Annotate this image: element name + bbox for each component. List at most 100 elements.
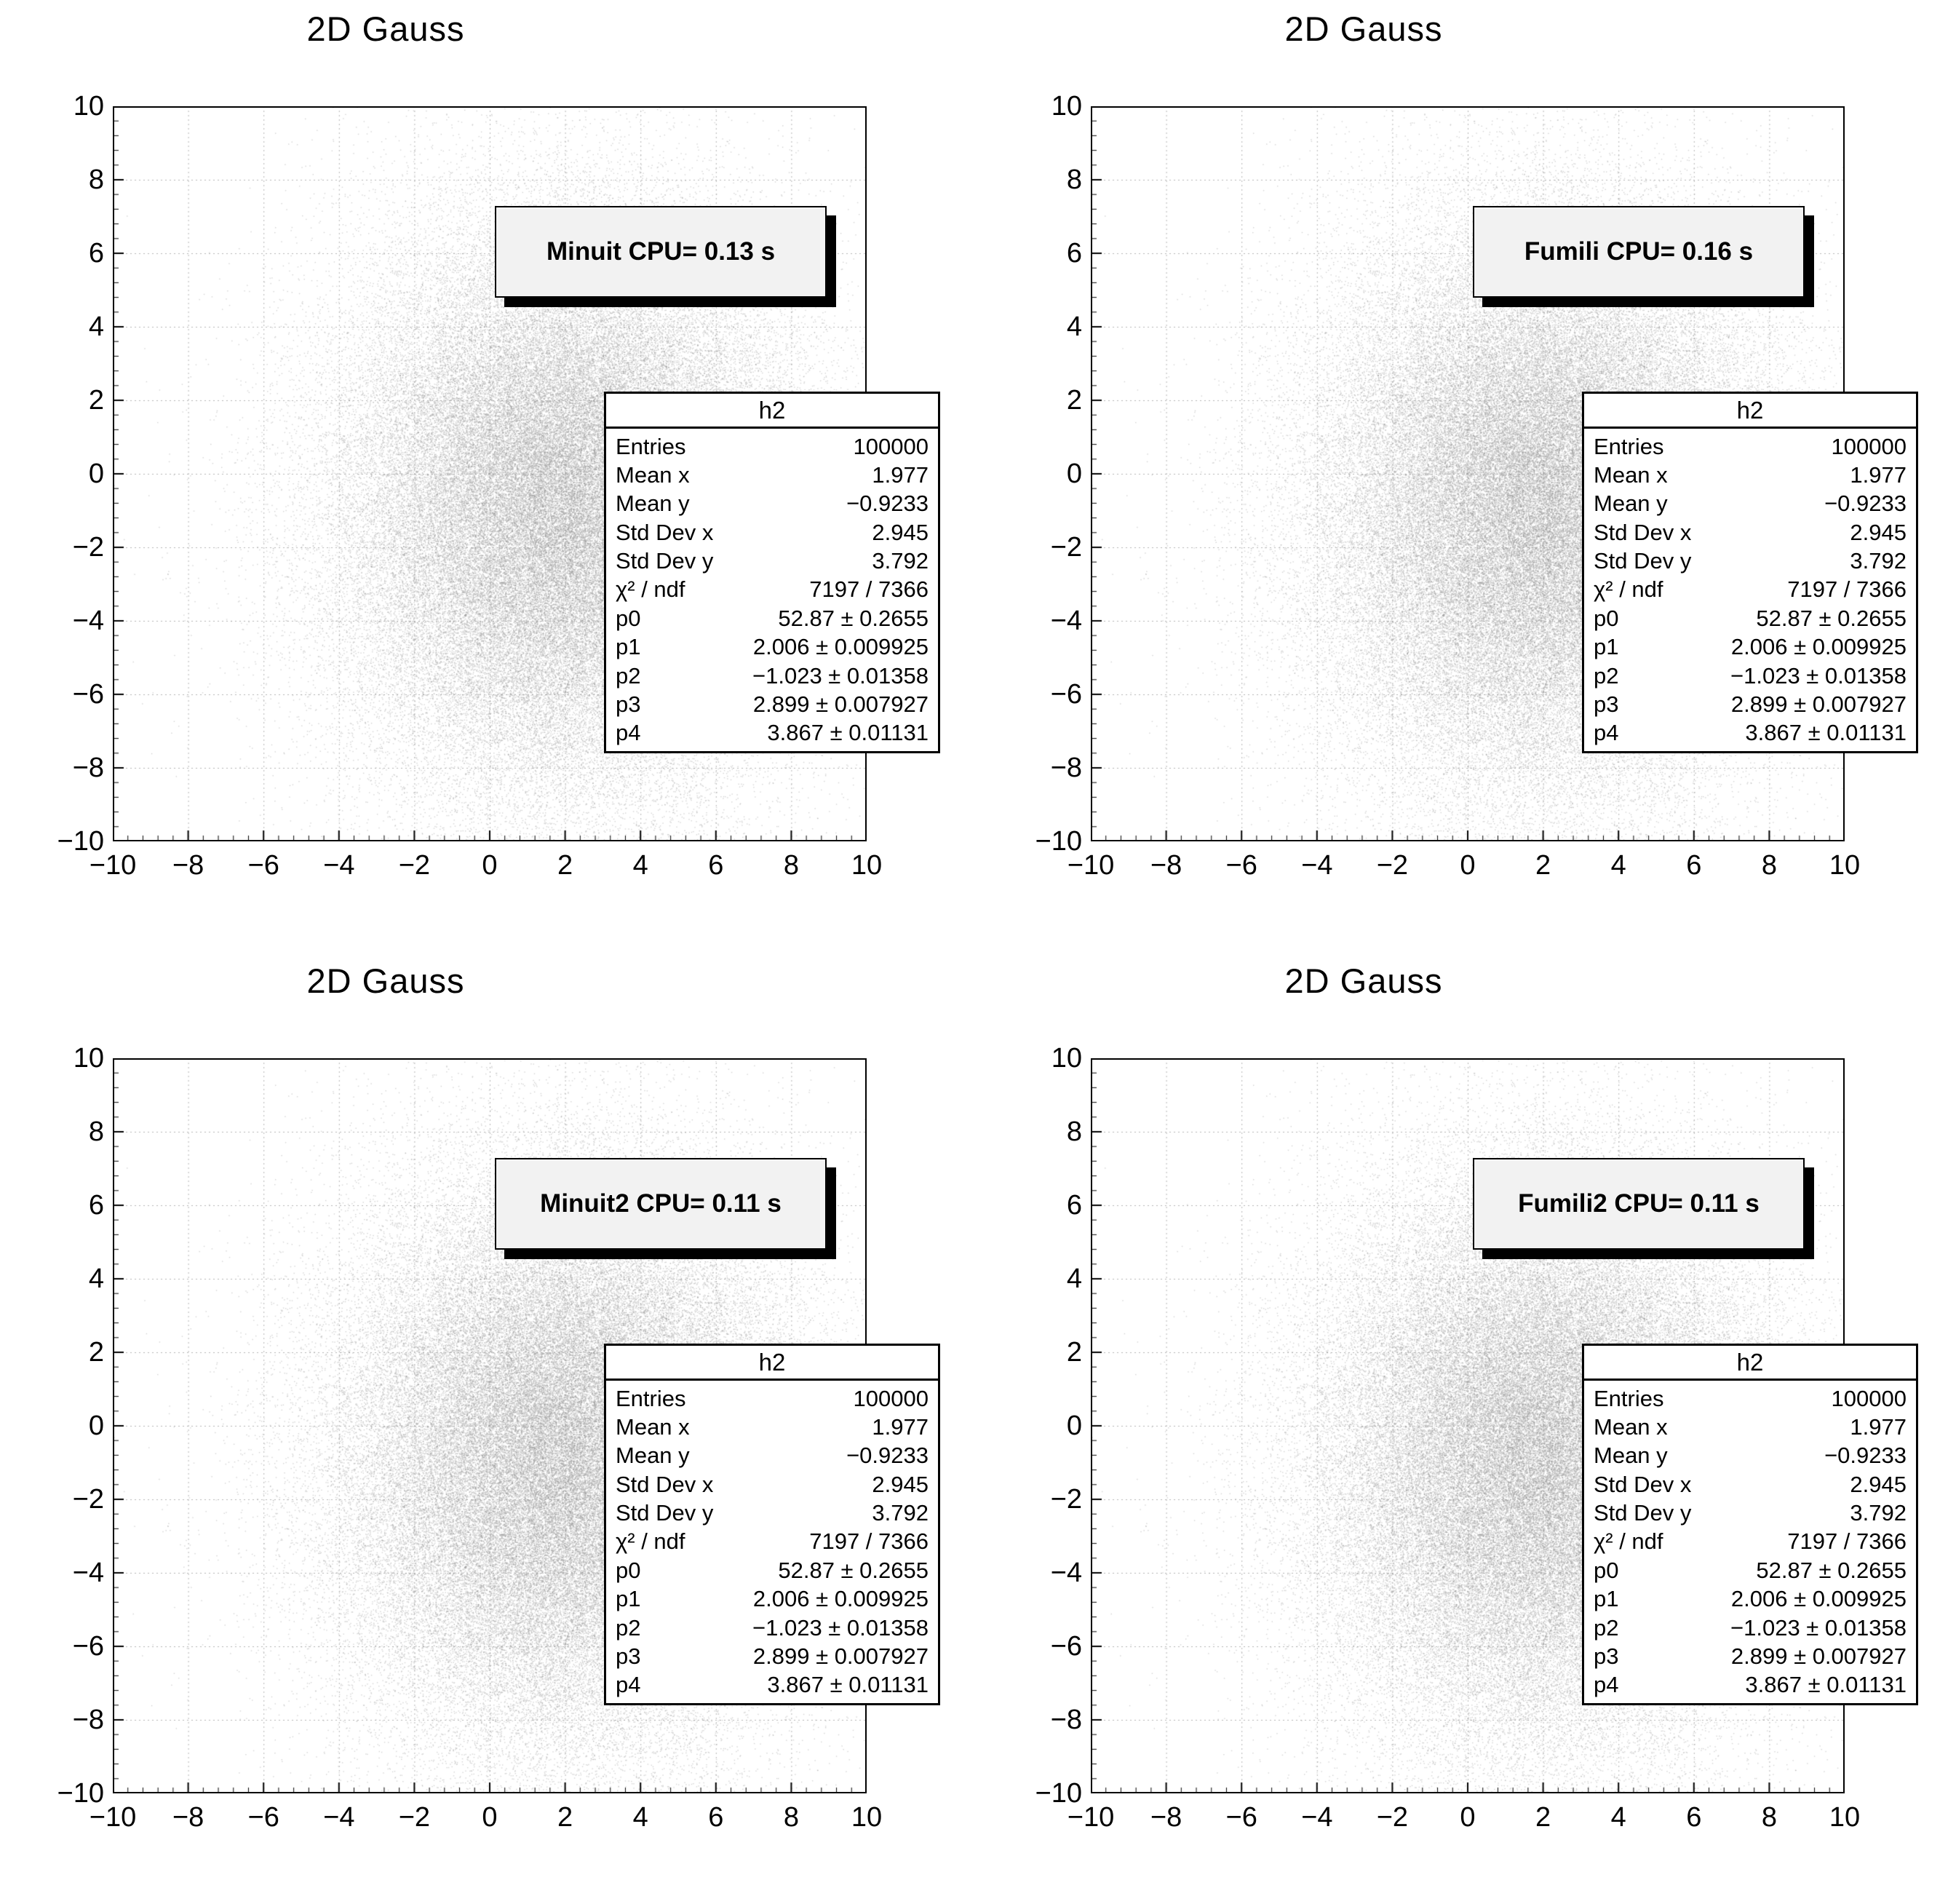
stat-label: p0	[616, 605, 641, 631]
y-tick-label: 8	[1066, 164, 1082, 195]
stat-label: p2	[616, 1614, 641, 1641]
stat-value: 7197 / 7366	[809, 576, 929, 603]
stats-row: p4 3.867 ± 0.01131	[1584, 719, 1916, 747]
stat-value: 7197 / 7366	[809, 1528, 929, 1555]
stat-value: 100000	[853, 433, 929, 459]
y-tick-label: 4	[1066, 1264, 1082, 1294]
stat-value: 100000	[853, 1385, 929, 1411]
stat-label: p0	[616, 1557, 641, 1583]
x-tick-label: 8	[1761, 850, 1777, 881]
x-tick-label: 8	[783, 850, 799, 881]
stats-rows: Entries 100000 Mean x 1.977 Mean y −0.9233 Std…	[606, 1381, 938, 1703]
stat-value: −0.9233	[846, 491, 929, 517]
stat-label: Mean x	[1594, 462, 1668, 488]
y-tick-label: 0	[1066, 459, 1082, 489]
x-tick-label: −4	[1301, 850, 1333, 881]
x-tick-label: 10	[851, 1802, 883, 1833]
stats-row: p0 52.87 ± 0.2655	[606, 604, 938, 632]
stats-box-title: h2	[1584, 394, 1916, 429]
y-tick-label: 0	[1066, 1411, 1082, 1441]
stat-label: p1	[1594, 634, 1619, 660]
x-tick-label: −8	[172, 850, 204, 881]
stat-label: χ² / ndf	[1594, 1528, 1663, 1555]
stat-label: Entries	[616, 433, 686, 459]
y-tick-label: 2	[88, 1337, 104, 1368]
y-tick-label: −4	[1050, 1558, 1082, 1588]
stat-value: 2.945	[1850, 1471, 1907, 1497]
stat-value: 2.006 ± 0.009925	[1730, 634, 1907, 660]
stat-label: χ² / ndf	[616, 576, 685, 603]
stats-row: Std Dev x 2.945	[606, 1470, 938, 1499]
plot-title: 2D Gauss	[1284, 961, 1443, 1000]
stat-value: −1.023 ± 0.01358	[752, 662, 929, 689]
stat-label: Std Dev y	[1594, 548, 1692, 574]
x-tick-label: −4	[1301, 1802, 1333, 1833]
stat-label: p2	[1594, 1614, 1619, 1641]
x-tick-label: 2	[557, 1802, 573, 1833]
stats-box: h2 Entries 100000 Mean x 1.977 Mean y −0.9233…	[604, 392, 940, 753]
fit-cpu-pave-label: Minuit CPU= 0.13 s	[495, 206, 827, 298]
stat-value: −1.023 ± 0.01358	[752, 1614, 929, 1641]
y-tick-label: −8	[72, 1705, 104, 1735]
x-tick-label: 0	[1460, 850, 1476, 881]
y-tick-label: 0	[88, 459, 104, 489]
plot-title: 2D Gauss	[306, 961, 465, 1000]
x-tick-label: 10	[1829, 1802, 1861, 1833]
stat-label: p2	[1594, 662, 1619, 689]
stat-label: p2	[616, 662, 641, 689]
stats-row: p3 2.899 ± 0.007927	[606, 690, 938, 718]
stats-rows: Entries 100000 Mean x 1.977 Mean y −0.9233 Std…	[1584, 1381, 1916, 1703]
stat-value: 3.792	[1850, 548, 1907, 574]
stat-value: 2.006 ± 0.009925	[1730, 1586, 1907, 1612]
stat-value: 2.945	[872, 1471, 929, 1497]
y-tick-label: 2	[1066, 1337, 1082, 1368]
y-tick-label: −10	[1035, 826, 1082, 857]
stats-row: p4 3.867 ± 0.01131	[1584, 1671, 1916, 1699]
stat-label: Std Dev y	[616, 1500, 714, 1526]
x-tick-label: −2	[1376, 850, 1409, 881]
stats-row: p0 52.87 ± 0.2655	[606, 1556, 938, 1584]
x-tick-label: 0	[1460, 1802, 1476, 1833]
stats-row: Entries 100000	[606, 1384, 938, 1413]
stats-box: h2 Entries 100000 Mean x 1.977 Mean y −0.9233…	[1582, 392, 1918, 753]
y-tick-label: −10	[57, 1778, 104, 1809]
stat-value: −0.9233	[1824, 491, 1907, 517]
y-tick-label: −4	[72, 1558, 104, 1588]
y-tick-label: −4	[1050, 606, 1082, 636]
y-tick-label: 2	[1066, 385, 1082, 416]
stat-value: 1.977	[1850, 1414, 1907, 1440]
x-tick-label: 4	[1610, 1802, 1626, 1833]
stat-value: 52.87 ± 0.2655	[778, 605, 929, 631]
stat-value: 7197 / 7366	[1787, 1528, 1907, 1555]
stat-value: −1.023 ± 0.01358	[1730, 662, 1907, 689]
stats-row: p3 2.899 ± 0.007927	[1584, 1642, 1916, 1670]
x-tick-label: −6	[247, 1802, 279, 1833]
x-tick-label: −2	[398, 1802, 431, 1833]
stat-value: 2.945	[872, 519, 929, 545]
stat-label: Std Dev y	[1594, 1500, 1692, 1526]
stat-value: 3.867 ± 0.01131	[767, 720, 929, 746]
fit-cpu-label-text: Fumili CPU= 0.16 s	[1524, 237, 1754, 266]
x-tick-label: −8	[1150, 850, 1182, 881]
stats-row: Std Dev x 2.945	[1584, 518, 1916, 547]
stat-label: p1	[616, 1586, 641, 1612]
stat-value: 52.87 ± 0.2655	[1756, 1557, 1907, 1583]
fit-cpu-label-text: Minuit CPU= 0.13 s	[546, 237, 776, 266]
stat-label: p0	[1594, 1557, 1619, 1583]
y-tick-label: 10	[73, 1043, 104, 1074]
x-tick-label: −10	[1067, 1802, 1115, 1833]
y-tick-label: −2	[1050, 532, 1082, 563]
x-tick-label: 4	[632, 1802, 648, 1833]
stats-row: Std Dev x 2.945	[606, 518, 938, 547]
x-tick-label: −4	[323, 850, 355, 881]
stats-row: Mean x 1.977	[1584, 1413, 1916, 1441]
stat-label: p3	[1594, 1643, 1619, 1669]
stat-value: 1.977	[872, 462, 929, 488]
stat-value: 2.899 ± 0.007927	[1730, 691, 1907, 717]
stat-value: 2.899 ± 0.007927	[1730, 1643, 1907, 1669]
stats-row: Std Dev y 3.792	[606, 1499, 938, 1527]
stats-row: χ² / ndf 7197 / 7366	[1584, 1528, 1916, 1556]
x-tick-label: 6	[708, 1802, 724, 1833]
y-tick-label: −8	[1050, 753, 1082, 783]
stat-label: p0	[1594, 605, 1619, 631]
